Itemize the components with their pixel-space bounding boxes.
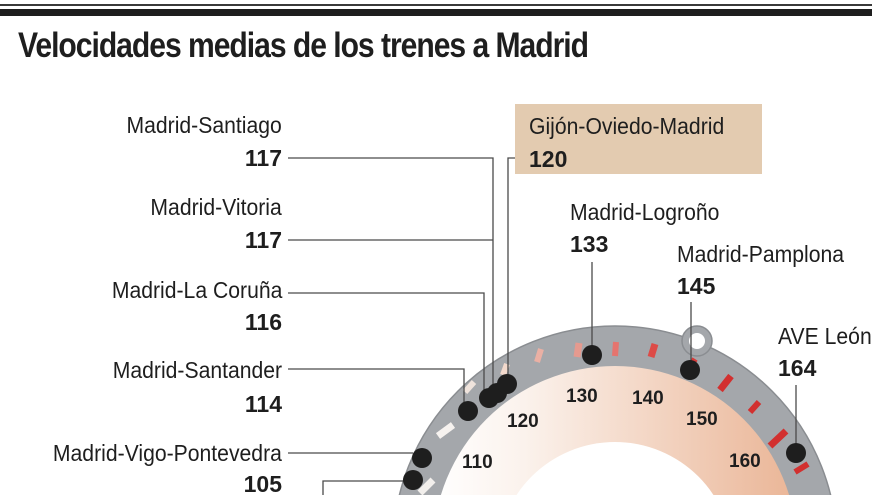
tick-150: 150 <box>686 409 718 430</box>
top-rule-thin <box>0 4 872 6</box>
route-label-vigo: Madrid-Vigo-Pontevedra <box>53 440 282 466</box>
route-label-santander: Madrid-Santander <box>112 357 282 383</box>
route-value-vigo: 105 <box>243 471 282 497</box>
route-label-gijon: Gijón-Oviedo-Madrid <box>529 113 725 139</box>
leader-unlabeled <box>322 480 405 495</box>
leader-santiago <box>288 157 494 396</box>
marker-leon <box>786 443 806 463</box>
route-value-santander: 114 <box>244 391 282 417</box>
route-label-leon: AVE León <box>778 323 872 349</box>
marker-gijon <box>497 374 517 394</box>
gauge-face <box>440 366 790 495</box>
speed-markers <box>403 345 806 490</box>
route-value-coruna: 116 <box>244 309 282 335</box>
tick-140: 140 <box>632 388 664 409</box>
tick-130: 130 <box>566 386 598 407</box>
highlight-box-gijon <box>515 104 762 174</box>
route-value-vitoria: 117 <box>244 227 282 253</box>
marker-santander <box>458 401 478 421</box>
top-rule-thick <box>0 9 872 16</box>
marker-pamplona <box>680 360 700 380</box>
marker-vigo <box>412 448 432 468</box>
route-value-logrono: 133 <box>570 231 609 257</box>
tick-120: 120 <box>507 411 539 432</box>
gauge-center <box>516 442 714 495</box>
route-label-coruna: Madrid-La Coruña <box>111 277 282 303</box>
route-value-pamplona: 145 <box>677 273 716 299</box>
gauge-tab-hole <box>689 333 705 349</box>
leader-santander <box>288 368 465 405</box>
route-value-leon: 164 <box>778 355 817 381</box>
route-label-pamplona: Madrid-Pamplona <box>677 241 845 267</box>
route-label-santiago: Madrid-Santiago <box>126 112 282 138</box>
leader-gijon <box>507 157 520 380</box>
route-label-logrono: Madrid-Logroño <box>570 199 720 225</box>
leader-coruna <box>288 292 485 396</box>
marker-unlabeled <box>403 470 423 490</box>
route-value-santiago: 117 <box>244 145 282 171</box>
chart-title: Velocidades medias de los trenes a Madri… <box>18 26 589 65</box>
tick-160: 160 <box>729 451 761 472</box>
tick-110: 110 <box>462 452 493 473</box>
route-label-vitoria: Madrid-Vitoria <box>150 194 282 220</box>
leader-lines <box>288 157 797 495</box>
marker-logrono <box>582 345 602 365</box>
route-value-gijon: 120 <box>529 146 568 172</box>
